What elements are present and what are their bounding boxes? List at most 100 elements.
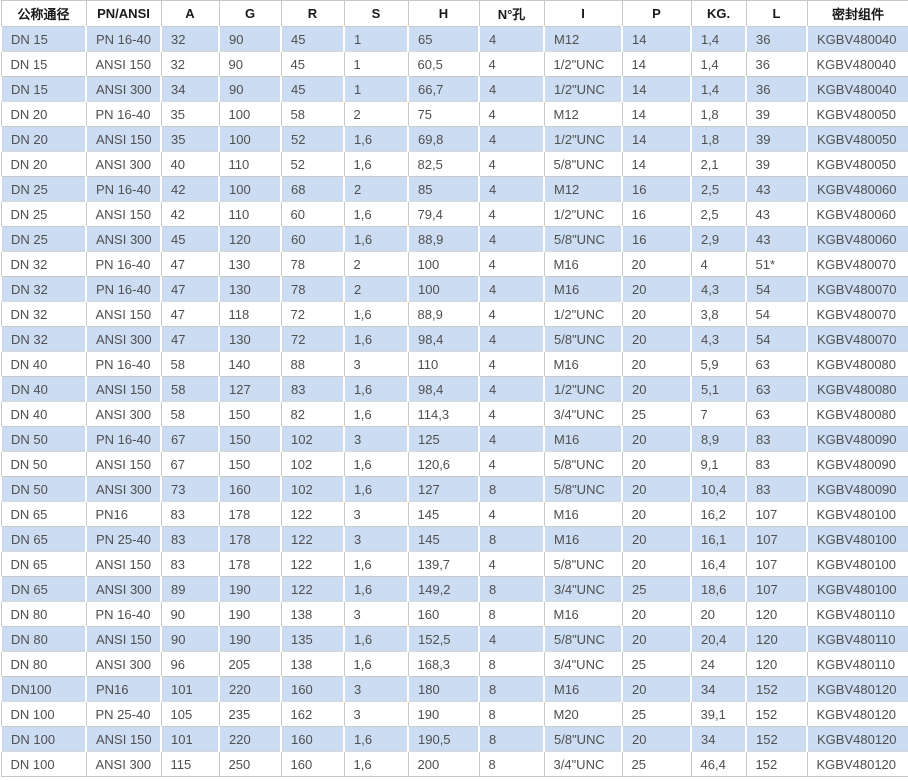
table-row: DN 20 ANSI 300 40 110 52 1,6 82,5 4 5/8"UNC 14 2,1… — [0, 151, 908, 177]
table-cell: 3 — [343, 351, 409, 377]
table-cell: M12 — [543, 26, 623, 52]
table-cell: 20 — [621, 626, 692, 652]
table-cell: KGBV480040 — [806, 26, 908, 52]
table-cell: 139,7 — [407, 551, 480, 577]
table-cell: 1,6 — [343, 651, 409, 677]
table-cell: PN 16-40 — [85, 351, 162, 377]
header-cell: A — [160, 0, 220, 27]
table-cell: KGBV480060 — [806, 226, 908, 252]
table-cell: 63 — [745, 376, 808, 402]
table-cell: 3 — [343, 601, 409, 627]
table-cell: 20 — [621, 326, 692, 352]
table-cell: 105 — [160, 701, 220, 727]
table-cell: KGBV480080 — [806, 351, 908, 377]
table-cell: 2,1 — [690, 151, 747, 177]
table-cell: 32 — [160, 51, 220, 77]
table-row: DN 25 PN 16-40 42 100 68 2 85 4 M12 16 2,5 43 KGBV48… — [0, 176, 908, 202]
table-cell: 1,6 — [343, 226, 409, 252]
table-cell: 1,6 — [343, 126, 409, 152]
table-row: DN 80 ANSI 150 90 190 135 1,6 152,5 4 5/8"UNC 20 2… — [0, 626, 908, 652]
table-cell: ANSI 150 — [85, 201, 162, 227]
header-cell: H — [407, 0, 480, 27]
table-cell: 4 — [478, 376, 545, 402]
table-cell: 90 — [160, 626, 220, 652]
table-cell: DN100 — [0, 676, 87, 702]
table-cell: 39 — [745, 101, 808, 127]
table-cell: 20 — [690, 601, 747, 627]
table-cell: PN 25-40 — [85, 526, 162, 552]
table-cell: 4 — [478, 101, 545, 127]
table-cell: 127 — [407, 476, 480, 502]
table-cell: DN 40 — [0, 351, 87, 377]
table-cell: 90 — [160, 601, 220, 627]
table-cell: 58 — [160, 401, 220, 427]
table-cell: M16 — [543, 276, 623, 302]
table-row: DN 100 PN 25-40 105 235 162 3 190 8 M20 25 39,1 152… — [0, 701, 908, 727]
table-cell: 4 — [478, 276, 545, 302]
table-cell: 43 — [745, 176, 808, 202]
table-cell: 8 — [478, 651, 545, 677]
table-cell: 160 — [407, 601, 480, 627]
table-cell: M16 — [543, 351, 623, 377]
table-cell: 122 — [280, 551, 345, 577]
table-cell: 4 — [478, 326, 545, 352]
table-cell: 122 — [280, 576, 345, 602]
table-cell: 3 — [343, 701, 409, 727]
table-cell: KGBV480100 — [806, 501, 908, 527]
table-cell: 2,9 — [690, 226, 747, 252]
table-cell: 45 — [160, 226, 220, 252]
table-cell: 1,6 — [343, 451, 409, 477]
header-cell: S — [343, 0, 409, 27]
table-cell: 25 — [621, 651, 692, 677]
table-cell: DN 80 — [0, 626, 87, 652]
table-cell: 1,6 — [343, 576, 409, 602]
table-cell: 83 — [745, 451, 808, 477]
table-cell: 8,9 — [690, 426, 747, 452]
table-cell: PN 16-40 — [85, 101, 162, 127]
table-cell: 42 — [160, 176, 220, 202]
table-cell: 36 — [745, 51, 808, 77]
table-cell: ANSI 300 — [85, 151, 162, 177]
header-cell: KG. — [690, 0, 747, 27]
table-cell: 145 — [407, 526, 480, 552]
table-cell: 3 — [343, 526, 409, 552]
table-cell: DN 15 — [0, 51, 87, 77]
table-cell: 45 — [280, 76, 345, 102]
table-row: DN 100 ANSI 150 101 220 160 1,6 190,5 8 5/8"UNC 2… — [0, 726, 908, 752]
table-cell: 54 — [745, 276, 808, 302]
table-cell: 5,1 — [690, 376, 747, 402]
table-cell: 90 — [218, 51, 282, 77]
table-cell: PN 16-40 — [85, 426, 162, 452]
table-cell: KGBV480090 — [806, 426, 908, 452]
table-cell: 83 — [745, 426, 808, 452]
table-cell: 32 — [160, 26, 220, 52]
table-cell: 14 — [621, 101, 692, 127]
table-row: DN 40 PN 16-40 58 140 88 3 110 4 M16 20 5,9 63 KGBV4… — [0, 351, 908, 377]
table-cell: 200 — [407, 751, 480, 777]
table-cell: 1,6 — [343, 301, 409, 327]
table-row: DN 50 PN 16-40 67 150 102 3 125 4 M16 20 8,9 83 KGBV… — [0, 426, 908, 452]
table-cell: 20 — [621, 601, 692, 627]
table-cell: DN 25 — [0, 176, 87, 202]
table-row: DN 65 ANSI 300 89 190 122 1,6 149,2 8 3/4"UNC 25 1… — [0, 576, 908, 602]
table-cell: 1/2"UNC — [543, 201, 623, 227]
table-cell: 120 — [745, 651, 808, 677]
table-cell: KGBV480080 — [806, 401, 908, 427]
table-cell: 2 — [343, 176, 409, 202]
table-cell: 20 — [621, 526, 692, 552]
table-cell: 1/2"UNC — [543, 376, 623, 402]
table-cell: DN 32 — [0, 276, 87, 302]
table-cell: 14 — [621, 151, 692, 177]
table-cell: 4 — [478, 176, 545, 202]
table-cell: 60 — [280, 226, 345, 252]
table-row: DN 80 PN 16-40 90 190 138 3 160 8 M16 20 20 120 KGBV… — [0, 601, 908, 627]
table-cell: 3/4"UNC — [543, 576, 623, 602]
table-cell: KGBV480120 — [806, 676, 908, 702]
table-cell: 20 — [621, 676, 692, 702]
table-cell: PN 25-40 — [85, 701, 162, 727]
table-cell: KGBV480050 — [806, 151, 908, 177]
table-row: DN 65 ANSI 150 83 178 122 1,6 139,7 4 5/8"UNC 20 1… — [0, 551, 908, 577]
table-cell: 100 — [218, 126, 282, 152]
table-cell: 5/8"UNC — [543, 626, 623, 652]
table-cell: DN 32 — [0, 251, 87, 277]
